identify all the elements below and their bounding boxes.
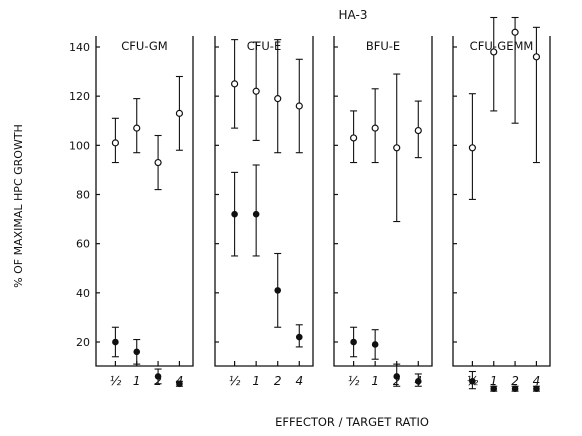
panel-frame <box>333 36 433 367</box>
data-point-filled <box>371 341 379 348</box>
x-tick-label: 2 <box>511 374 519 388</box>
data-point-filled <box>393 373 401 380</box>
x-tick-label: ½ <box>110 374 122 388</box>
x-tick-label: 4 <box>176 374 184 388</box>
data-point-filled <box>133 348 141 356</box>
panel-frame <box>452 36 551 367</box>
x-tick-label: 1 <box>133 374 141 388</box>
data-point-open <box>252 87 260 95</box>
y-tick-labels: 20 40 60 80 100 120 140 <box>69 41 90 349</box>
data-point-filled <box>252 210 260 218</box>
x-tick-label: ½ <box>348 374 360 388</box>
data-point-filled <box>231 210 238 218</box>
data-point-filled <box>350 338 357 346</box>
data-point-open <box>532 53 541 61</box>
data-point-filled <box>414 378 422 385</box>
panel-title: CFU-GM <box>121 39 167 53</box>
x-tick-label: ½ <box>229 374 241 388</box>
y-tick-label: 20 <box>76 336 90 349</box>
y-tick-label: 140 <box>69 41 90 54</box>
y-tick-label: 100 <box>69 139 90 152</box>
panel-cfu-e: CFU-E <box>214 36 314 367</box>
data-point-open <box>393 144 401 152</box>
x-tick-label: 2 <box>154 374 162 388</box>
y-tick-label: 60 <box>76 238 90 251</box>
data-point-open <box>371 124 379 132</box>
x-tick-label: 4 <box>533 374 541 388</box>
x-tick-label: ½ <box>467 374 479 388</box>
data-point-open <box>511 28 519 36</box>
panel-bfu-e: BFU-E <box>333 36 433 387</box>
x-tick-label: 1 <box>490 374 498 388</box>
chart-panels: CFU-GM CFU-E BFU-E CFU-GEMM <box>95 16 551 393</box>
y-tick-label: 120 <box>69 90 90 103</box>
data-point-filled <box>533 385 540 393</box>
data-point-open <box>274 95 282 103</box>
panel-title: CFU-E <box>247 39 281 53</box>
y-tick-label: 40 <box>76 287 90 300</box>
data-point-filled <box>176 380 183 388</box>
panel-title: BFU-E <box>366 39 400 53</box>
data-point-open <box>231 80 239 88</box>
data-point-open <box>111 139 120 147</box>
x-tick-label: 2 <box>393 374 401 388</box>
data-point-filled <box>112 338 119 346</box>
figure-title: HA-3 <box>339 8 368 22</box>
data-point-open <box>175 109 184 117</box>
data-point-filled <box>154 373 162 380</box>
panel-frame <box>95 36 194 367</box>
data-point-open <box>133 124 141 132</box>
data-point-filled <box>511 385 519 393</box>
x-tick-label: 4 <box>295 374 303 388</box>
data-point-open <box>414 126 422 135</box>
data-point-filled <box>490 385 498 393</box>
x-axis-title: EFFECTOR / TARGET RATIO <box>275 415 429 429</box>
data-point-filled <box>469 378 476 385</box>
panel-cfu-gm: CFU-GM <box>95 36 194 388</box>
data-point-open <box>154 158 162 167</box>
y-axis-title: % OF MAXIMAL HPC GROWTH <box>12 124 25 288</box>
data-point-open <box>350 134 358 142</box>
data-point-open <box>468 144 476 152</box>
panel-frame <box>214 36 314 367</box>
data-point-filled <box>274 287 282 294</box>
x-tick-label: 4 <box>414 374 422 388</box>
data-point-open <box>490 48 498 56</box>
y-tick-label: 80 <box>76 189 90 202</box>
x-tick-label: 1 <box>252 374 260 388</box>
panel-cfu-gemm: CFU-GEMM <box>452 16 551 393</box>
x-tick-label: 1 <box>371 374 379 388</box>
data-point-filled <box>295 333 303 341</box>
x-tick-label: 2 <box>274 374 282 388</box>
data-point-open <box>295 102 303 110</box>
panel-title: CFU-GEMM <box>470 39 534 53</box>
